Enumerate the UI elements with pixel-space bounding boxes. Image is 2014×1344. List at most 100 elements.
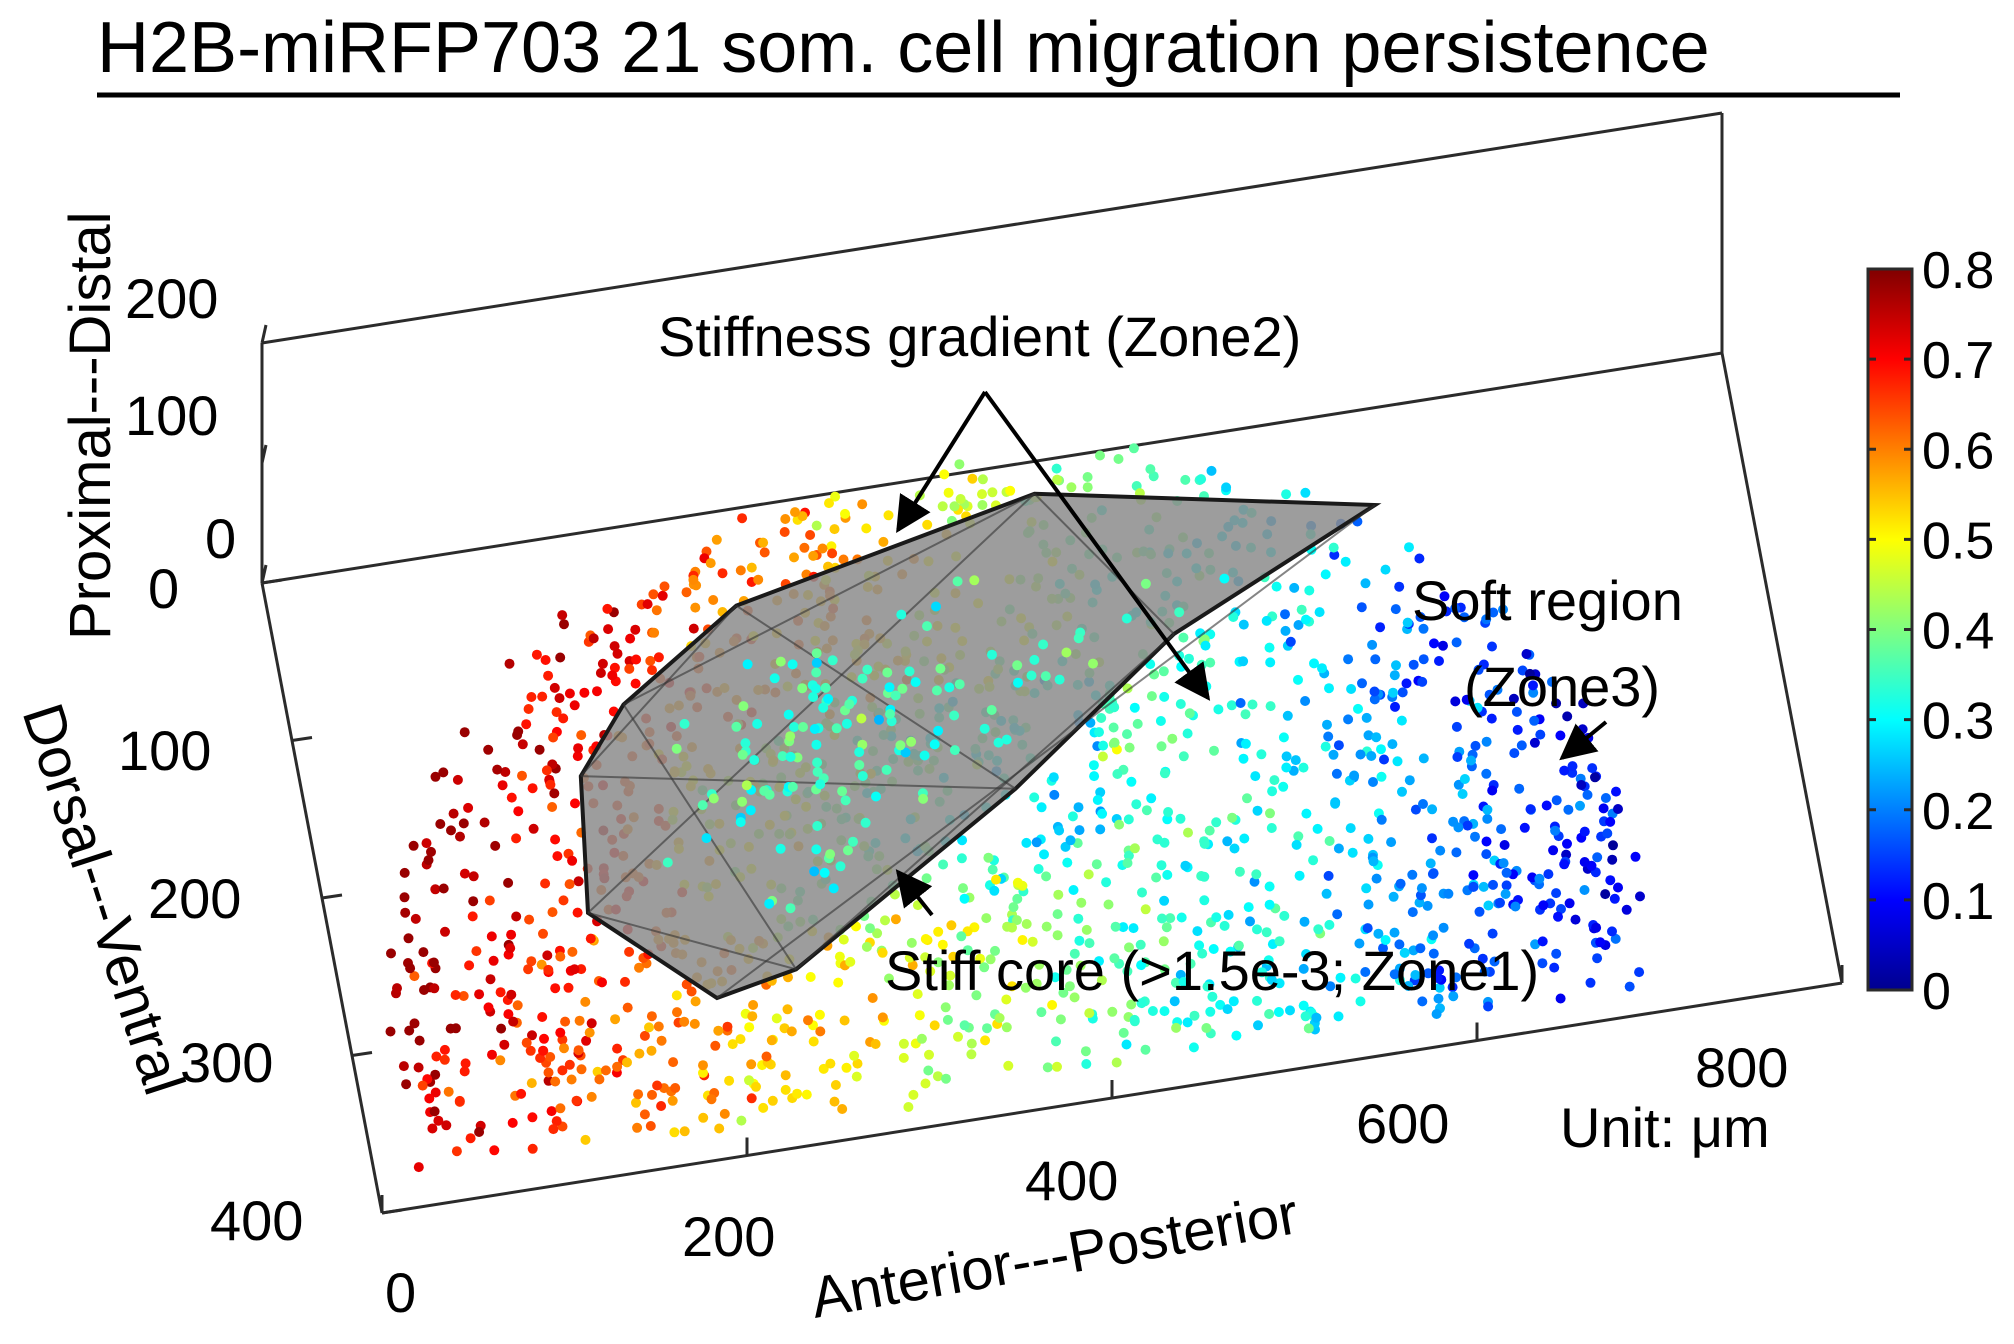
y-tick-mark [261, 578, 283, 585]
scatter-point [1300, 696, 1311, 706]
scatter-point [558, 713, 569, 724]
scatter-point [1096, 975, 1107, 986]
scatter-point [653, 1021, 664, 1032]
scatter-point [1300, 1011, 1311, 1022]
scatter-point [1163, 807, 1174, 817]
scatter-point [1269, 775, 1280, 786]
scatter-point [1206, 465, 1217, 476]
scatter-point [1320, 569, 1331, 580]
scatter-point [1076, 897, 1087, 908]
scatter-point [1285, 1005, 1295, 1016]
scatter-point [500, 767, 511, 777]
scatter-point [549, 788, 560, 799]
scatter-point [631, 654, 642, 665]
scatter-point [1290, 755, 1301, 766]
scatter-point [645, 1121, 656, 1131]
scatter-point [1499, 840, 1510, 850]
scatter-point [1289, 582, 1300, 593]
scatter-point [782, 1004, 793, 1015]
scatter-point [438, 767, 449, 778]
colorbar-tick-label: 0.6 [1922, 422, 1994, 480]
scatter-point [1402, 617, 1413, 628]
scatter-point [1313, 924, 1324, 935]
scatter-point [1577, 724, 1588, 735]
scatter-point [764, 789, 775, 800]
scatter-point [1608, 840, 1618, 851]
scatter-point [1167, 733, 1178, 744]
scatter-point [1202, 981, 1213, 992]
y-tick-200: 200 [148, 867, 241, 930]
scatter-point [1094, 956, 1104, 967]
scatter-point [1609, 893, 1620, 904]
scatter-point [1483, 900, 1494, 911]
scatter-point [871, 791, 881, 802]
hull-mesh-edge [1033, 493, 1175, 635]
scatter-point [815, 779, 826, 790]
scatter-point [572, 751, 583, 762]
scatter-point [659, 581, 670, 592]
z-tick-200: 200 [125, 267, 218, 330]
scatter-point [439, 1044, 450, 1055]
scatter-point [1590, 772, 1600, 783]
scatter-point [890, 690, 901, 701]
scatter-point [1265, 808, 1275, 819]
scatter-point [1178, 751, 1189, 762]
scatter-point [579, 687, 590, 698]
y-tick-mark [381, 1208, 403, 1215]
scatter-point [1301, 808, 1312, 819]
scatter-point [1481, 836, 1492, 847]
scatter-point [830, 1080, 841, 1090]
scatter-point [647, 665, 657, 676]
scatter-point [1501, 880, 1512, 891]
scatter-point [506, 929, 517, 940]
scatter-point [809, 724, 820, 734]
scatter-point [1512, 724, 1523, 735]
scatter-point [815, 1026, 826, 1037]
scatter-point [1135, 939, 1146, 950]
scatter-point [966, 1038, 977, 1049]
scatter-point [513, 806, 524, 817]
scatter-point [1595, 937, 1606, 948]
scatter-point [474, 1127, 485, 1137]
scatter-point [576, 730, 587, 741]
scatter-point [1567, 761, 1578, 772]
scatter-point [903, 1102, 914, 1112]
scatter-point [548, 1124, 559, 1135]
scatter-point [622, 1002, 633, 1013]
scatter-point [1388, 891, 1399, 902]
scatter-point [824, 498, 834, 509]
scatter-point [463, 802, 474, 813]
scatter-point [427, 1123, 438, 1134]
scatter-point [1524, 668, 1535, 679]
scatter-point [987, 864, 998, 875]
scatter-point [1147, 1006, 1158, 1016]
scatter-point [1036, 802, 1047, 813]
scatter-point [1355, 749, 1366, 760]
scatter-point [737, 796, 748, 807]
scatter-point [1158, 666, 1169, 677]
scatter-point [1129, 702, 1140, 713]
scatter-point [421, 838, 432, 849]
scatter-point [512, 1000, 523, 1011]
scatter-point [1500, 889, 1511, 899]
scatter-point [1274, 936, 1285, 947]
scatter-point [967, 473, 978, 484]
scatter-point [524, 914, 535, 925]
scatter-point [698, 1060, 708, 1071]
scatter-point [1630, 851, 1641, 862]
scatter-point [758, 537, 769, 548]
colorbar-tick-label: 0.4 [1922, 603, 1994, 661]
scatter-point [1140, 1044, 1151, 1055]
scatter-point [1397, 786, 1407, 797]
scatter-point [1508, 693, 1519, 704]
scatter-point [1357, 678, 1367, 689]
scatter-point [957, 835, 968, 846]
scatter-point [989, 885, 1000, 896]
scatter-point [1171, 1022, 1182, 1033]
scatter-point [458, 991, 469, 1001]
scatter-point [933, 926, 944, 937]
scatter-point [543, 1067, 554, 1078]
scatter-point [639, 1109, 650, 1120]
scatter-point [468, 896, 479, 907]
scatter-point [1441, 606, 1452, 617]
